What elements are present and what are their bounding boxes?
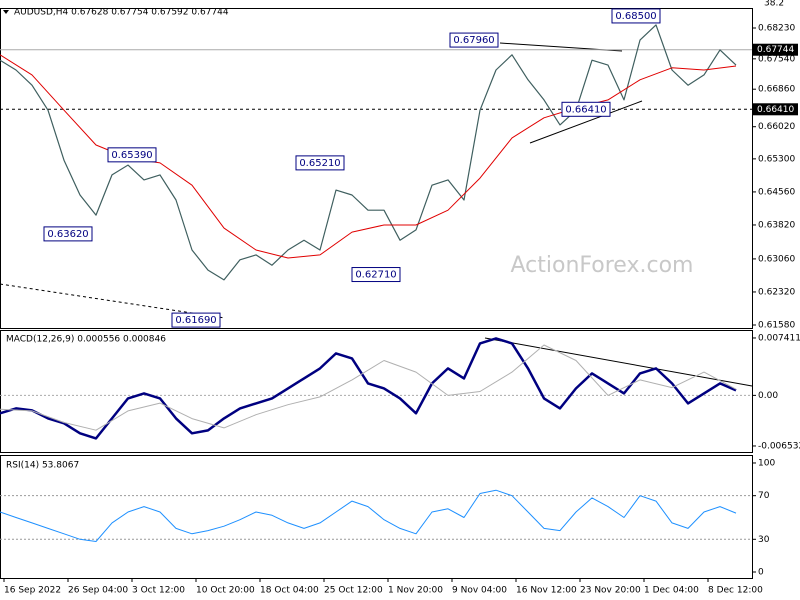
- price-tag-label: 0.67744: [757, 45, 794, 55]
- annotation-box: [351, 267, 401, 283]
- y-tick-label: -0.006532: [758, 441, 800, 451]
- trendline: [484, 337, 753, 387]
- x-tick-label: 23 Nov 20:00: [580, 586, 641, 596]
- y-tick-label: 0.007411: [758, 333, 800, 343]
- annotation-label: 0.63620: [47, 229, 88, 240]
- y-tick-label: 0.64560: [758, 187, 795, 197]
- annotation-box: [295, 155, 345, 171]
- annotation-label: 0.65210: [299, 158, 340, 169]
- trendline: [0, 283, 226, 319]
- x-tick-label: 1 Nov 20:00: [388, 586, 443, 596]
- y-tick-label: 30: [758, 535, 770, 545]
- x-tick-label: 8 Dec 12:00: [708, 586, 763, 596]
- y-tick-label: 0.63820: [758, 220, 795, 230]
- trendline: [529, 100, 643, 144]
- price-tag: [752, 103, 798, 116]
- corner-text: 38.2: [764, 0, 784, 9]
- x-tick-label: 26 Sep 04:00: [68, 586, 128, 596]
- annotation-box: [43, 226, 93, 242]
- annotation-box: [449, 32, 499, 48]
- x-tick-label: 16 Nov 12:00: [516, 586, 577, 596]
- price-tag: [752, 43, 798, 56]
- x-tick-label: 18 Oct 04:00: [260, 586, 319, 596]
- y-tick-label: 0.68230: [758, 24, 795, 34]
- annotation-label: 0.66410: [565, 104, 606, 115]
- annotation-label: 0.62710: [355, 270, 396, 281]
- x-tick-label: 1 Dec 04:00: [644, 586, 699, 596]
- annotation-label: 0.65390: [111, 150, 152, 161]
- panel-title: MACD(12,26,9) 0.000556 0.000846: [6, 335, 166, 345]
- panel-title: RSI(14) 53.8067: [6, 461, 79, 471]
- price-tag-label: 0.66410: [757, 105, 794, 115]
- menu-arrow: [3, 10, 9, 14]
- panel-title: AUDUSD,H4 0.67628 0.67754 0.67592 0.6774…: [14, 8, 229, 18]
- macd-panel-frame: [0, 330, 753, 453]
- rsi-panel-frame: [0, 455, 753, 579]
- y-tick-label: 0.66020: [758, 122, 795, 132]
- annotation-label: 0.68500: [615, 11, 656, 22]
- price-panel-frame: [0, 8, 753, 329]
- y-tick-label: 0: [758, 568, 764, 578]
- y-tick-label: 0.62320: [758, 287, 795, 297]
- series-line: [0, 337, 737, 440]
- y-tick-label: 0.66860: [758, 85, 795, 95]
- y-tick-label: 70: [758, 491, 770, 501]
- y-tick-label: 0.00: [758, 391, 778, 401]
- x-tick-label: 16 Sep 2022: [4, 586, 61, 596]
- series-line: [0, 489, 737, 542]
- y-tick-label: 0.63060: [758, 254, 795, 264]
- annotation-box: [171, 312, 221, 328]
- annotation-label: 0.67960: [453, 35, 494, 46]
- x-tick-label: 3 Oct 12:00: [132, 586, 185, 596]
- y-tick-label: 0.65300: [758, 154, 795, 164]
- x-tick-label: 25 Oct 12:00: [324, 586, 383, 596]
- y-tick-label: 100: [758, 458, 775, 468]
- x-tick-label: 9 Nov 04:00: [452, 586, 507, 596]
- annotation-box: [611, 8, 661, 24]
- y-tick-label: 0.67540: [758, 54, 795, 64]
- annotation-box: [561, 101, 611, 117]
- series-line: [0, 24, 737, 281]
- annotation-box: [107, 147, 157, 163]
- series-line: [0, 344, 737, 431]
- watermark: ActionForex.com: [511, 253, 694, 278]
- annotation-label: 0.61690: [175, 315, 216, 326]
- x-tick-label: 10 Oct 20:00: [196, 586, 255, 596]
- y-tick-label: 0.61580: [758, 321, 795, 331]
